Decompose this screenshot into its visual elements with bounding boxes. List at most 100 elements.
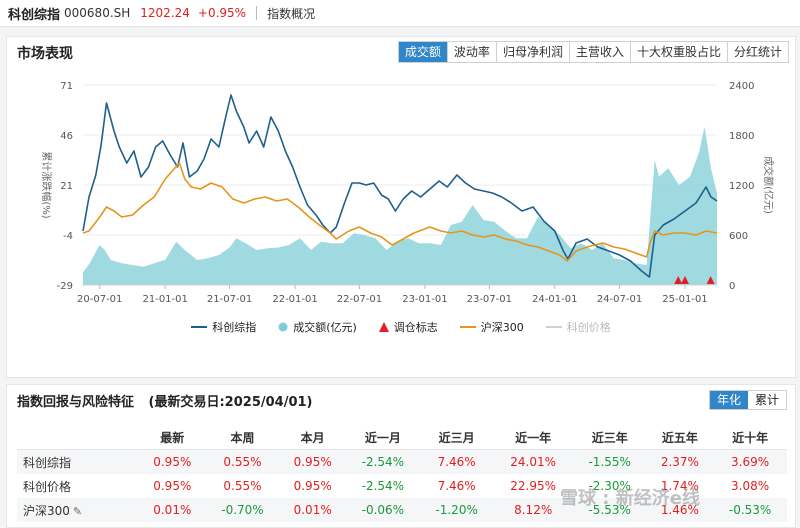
- x-tick-label: 25-01-01: [662, 294, 707, 305]
- cell-value: 1.46%: [660, 503, 699, 517]
- row-name: 科创综指: [23, 455, 72, 470]
- y2-tick-label: 600: [729, 231, 748, 242]
- cell-value: 22.95%: [510, 479, 557, 493]
- cell-value: 8.12%: [514, 503, 553, 517]
- cell-value: 3.08%: [731, 479, 770, 493]
- col-header: 近三年: [591, 430, 628, 445]
- y-axis-label: 累计涨跌幅(%): [40, 151, 53, 218]
- x-tick-label: 24-01-01: [532, 294, 577, 305]
- x-tick-label: 20-07-01: [77, 294, 122, 305]
- mode-cumulative[interactable]: 累计: [754, 393, 779, 407]
- cell-value: 7.46%: [437, 479, 476, 493]
- x-tick-label: 24-07-01: [597, 294, 642, 305]
- legend-label-kc-price: 科创价格: [566, 321, 611, 334]
- y-tick-label: -4: [63, 231, 73, 242]
- col-header: 本周: [230, 430, 255, 445]
- index-price: 1202.24: [140, 6, 190, 20]
- tab-top10-weight[interactable]: 十大权重股占比: [629, 42, 727, 62]
- y-tick-label: 46: [60, 131, 73, 142]
- edit-pencil-icon[interactable]: ✎: [72, 504, 83, 518]
- cell-value: 1.74%: [660, 479, 699, 493]
- table-row: 沪深300 ✎ 0.01% -0.70% 0.01% -0.06% -1.20% …: [17, 498, 787, 522]
- cell-value: 0.95%: [293, 479, 332, 493]
- legend-label-rebalance: 调仓标志: [393, 321, 438, 334]
- row-name-text: 沪深300: [23, 503, 70, 518]
- y2-tick-label: 1800: [729, 131, 754, 142]
- tab-index-overview[interactable]: 指数概况: [267, 6, 316, 21]
- row-name: 沪深300 ✎: [17, 498, 139, 522]
- cell-value: -0.06%: [361, 503, 405, 517]
- col-header: 近十年: [732, 430, 769, 445]
- returns-mode-toggle: 年化 累计: [708, 390, 787, 410]
- index-name: 科创综指: [8, 7, 61, 23]
- legend-label-kc: 科创综指: [212, 321, 257, 334]
- tab-turnover[interactable]: 成交额: [398, 42, 447, 62]
- cell-value: 2.37%: [660, 455, 699, 469]
- cell-value: 0.95%: [153, 479, 192, 493]
- chart-legend: 科创综指 成交额(亿元) 调仓标志 沪深300 科创价格: [7, 319, 795, 335]
- rebalance-marker: [706, 276, 715, 284]
- table-row: 科创综指 0.95% 0.55% 0.95% -2.54% 7.46% 24.0…: [17, 449, 787, 474]
- cell-value: 24.01%: [510, 455, 557, 469]
- y-tick-label: 21: [60, 181, 73, 192]
- col-header: 本月: [300, 430, 325, 445]
- tab-dividends[interactable]: 分红统计: [726, 42, 788, 62]
- market-tabs: 成交额 波动率 归母净利润 主营收入 十大权重股占比 分红统计: [397, 41, 789, 63]
- divider: [256, 6, 258, 20]
- y2-tick-label: 0: [729, 281, 735, 292]
- legend-item-rebalance[interactable]: 调仓标志: [378, 319, 438, 335]
- col-header: 近五年: [661, 430, 698, 445]
- hs300-line: [82, 162, 718, 262]
- x-tick-label: 22-07-01: [337, 294, 382, 305]
- row-name: 科创价格: [23, 479, 72, 494]
- turnover-area: [83, 126, 717, 285]
- col-header: 近一年: [515, 430, 552, 445]
- returns-title: 指数回报与风险特征 (最新交易日:2025/04/01): [17, 391, 313, 410]
- x-tick-label: 21-07-01: [207, 294, 252, 305]
- table-row: 科创价格 0.95% 0.55% 0.95% -2.54% 7.46% 22.9…: [17, 474, 787, 498]
- y2-tick-label: 2400: [729, 81, 754, 92]
- index-change: +0.95%: [197, 6, 247, 20]
- cell-value: 0.01%: [293, 503, 332, 517]
- legend-item-kc-price[interactable]: 科创价格: [545, 319, 611, 335]
- cell-value: -2.54%: [361, 455, 405, 469]
- legend-item-kc[interactable]: 科创综指: [191, 319, 256, 335]
- returns-subtitle: (最新交易日:2025/04/01): [148, 395, 313, 410]
- y2-tick-label: 1200: [729, 181, 754, 192]
- tab-net-profit[interactable]: 归母净利润: [495, 42, 569, 62]
- cell-value: 0.01%: [153, 503, 192, 517]
- cell-value: -0.70%: [221, 503, 264, 517]
- mode-annualized[interactable]: 年化: [709, 391, 748, 409]
- cell-value: -2.54%: [361, 479, 405, 493]
- col-header: 近一月: [364, 430, 401, 445]
- table-header-row: 最新 本周 本月 近一月 近三月 近一年 近三年 近五年 近十年: [17, 425, 787, 450]
- col-header: [17, 425, 139, 450]
- legend-item-turnover[interactable]: 成交额(亿元): [278, 319, 357, 335]
- watermark: 雪球 : 新经济e线: [560, 488, 700, 509]
- col-header: 最新: [160, 430, 185, 445]
- tab-revenue[interactable]: 主营收入: [568, 42, 630, 62]
- cell-value: 7.46%: [437, 455, 476, 469]
- cell-value: -2.30%: [588, 479, 631, 493]
- x-tick-label: 22-01-01: [272, 294, 317, 305]
- cell-value: 0.55%: [223, 455, 262, 469]
- x-tick-label: 23-07-01: [467, 294, 512, 305]
- rebalance-marker: [680, 276, 689, 284]
- returns-title-text: 指数回报与风险特征: [17, 395, 135, 410]
- legend-item-hs300[interactable]: 沪深300: [459, 319, 524, 335]
- x-tick-label: 21-01-01: [142, 294, 187, 305]
- market-panel: 市场表现 成交额 波动率 归母净利润 主营收入 十大权重股占比 分红统计 71 4…: [6, 36, 796, 378]
- cell-value: -1.20%: [435, 503, 478, 517]
- y-tick-label: 71: [60, 81, 73, 92]
- cell-value: 0.95%: [293, 455, 332, 469]
- cell-value: 0.95%: [153, 455, 192, 469]
- index-code: 000680.SH: [64, 6, 131, 20]
- market-title: 市场表现: [17, 46, 73, 62]
- legend-label-turnover: 成交额(亿元): [293, 321, 357, 334]
- market-chart: 71 46 21 -4 -29 2400 1800 1200 600 0 20-07-01 21-01…: [40, 81, 775, 305]
- y-tick-label: -29: [57, 281, 73, 292]
- col-header: 近三月: [438, 430, 475, 445]
- cell-value: -0.53%: [728, 503, 772, 517]
- index-header: 科创综指 000680.SH 1202.24 +0.95% 指数概况: [0, 0, 800, 27]
- tab-volatility[interactable]: 波动率: [446, 42, 496, 62]
